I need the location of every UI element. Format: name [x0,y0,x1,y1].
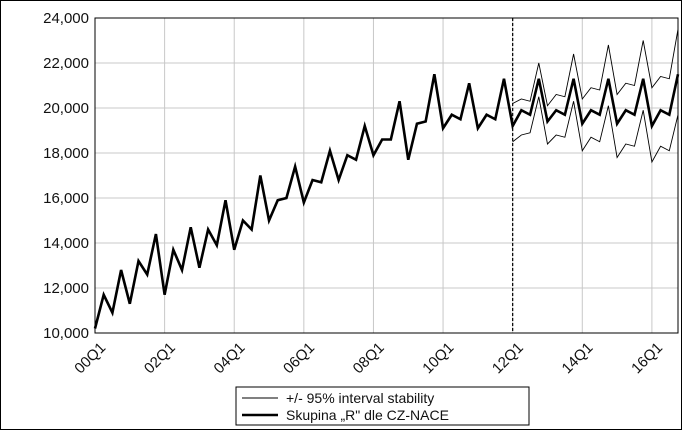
y-tick-label: 24,000 [43,10,89,27]
series [93,18,680,333]
y-tick-label: 20,000 [43,100,89,117]
plot-area-frame [94,17,679,334]
y-tick-label: 12,000 [43,280,89,297]
y-tick-label: 10,000 [43,325,89,342]
y-tick-label: 16,000 [43,190,89,207]
y-tick-label: 14,000 [43,235,89,252]
y-tick-label: 22,000 [43,55,89,72]
legend-label: +/- 95% interval stability [286,390,434,406]
legend-label: Skupina „R" dle CZ-NACE [286,407,449,423]
series-line-main [93,73,680,329]
series-line-lower-band [512,96,679,164]
y-axis: 10,000 12,000 14,000 16,000 18,000 20,000 22,0… [43,10,89,342]
series-line-upper-band [512,29,679,107]
y-tick-label: 18,000 [43,145,89,162]
legend-box [235,386,530,426]
